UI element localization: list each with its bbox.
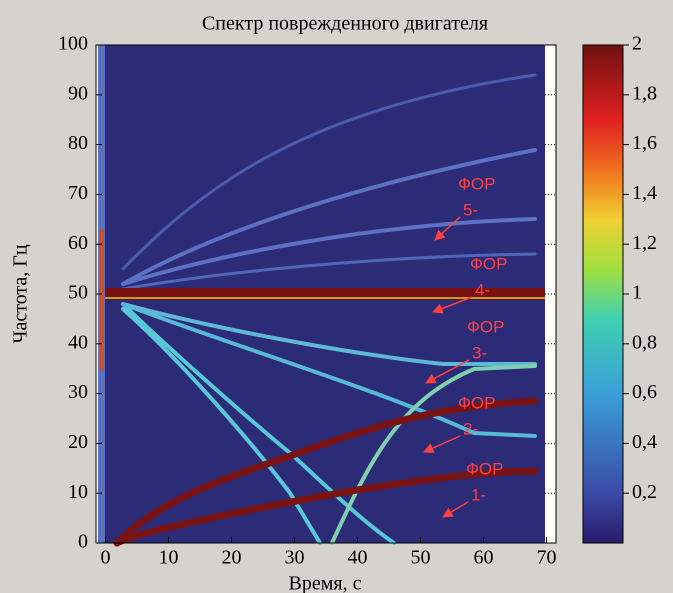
x-tick-label: 0 bbox=[100, 547, 110, 569]
x-tick-label: 10 bbox=[158, 547, 178, 569]
x-axis-label: Время, с bbox=[289, 573, 362, 593]
annotation: ФОР bbox=[470, 254, 508, 273]
colorbar-tick-label: 0,6 bbox=[632, 381, 657, 403]
y-axis-label: Частота, Гц bbox=[10, 244, 32, 343]
y-tick-label: 10 bbox=[68, 481, 88, 503]
annotation-arrow bbox=[432, 296, 473, 314]
harmonic bbox=[123, 150, 535, 284]
colorbar-tick-label: 2 bbox=[632, 33, 642, 55]
annotation-arrow bbox=[434, 216, 461, 241]
annotation-arrow bbox=[425, 359, 470, 384]
annotation: ФОР bbox=[466, 459, 504, 478]
supply-band bbox=[98, 288, 545, 300]
annotation: 1- bbox=[471, 485, 486, 504]
colorbar-tick-label: 1,2 bbox=[632, 232, 657, 254]
harmonic bbox=[332, 366, 535, 543]
annotation: 2- bbox=[463, 419, 478, 438]
colorbar-tick-label: 0,4 bbox=[632, 431, 657, 453]
annotation: ФОР bbox=[467, 317, 505, 336]
spectrum-lines bbox=[98, 45, 545, 543]
harmonic bbox=[123, 75, 535, 269]
colorbar bbox=[582, 44, 624, 544]
y-tick-label: 80 bbox=[68, 132, 88, 154]
annotation: 5- bbox=[463, 200, 478, 219]
harmonic bbox=[123, 219, 535, 284]
annotation-arrow bbox=[423, 435, 461, 453]
colorbar-tick-label: 1,8 bbox=[632, 82, 657, 104]
x-tick-label: 60 bbox=[474, 547, 494, 569]
x-tick-label: 40 bbox=[348, 547, 368, 569]
colorbar-tick-label: 1 bbox=[632, 282, 642, 304]
y-tick-label: 100 bbox=[58, 33, 88, 55]
chart-title: Спектр поврежденного двигателя bbox=[202, 13, 488, 35]
y-tick-label: 0 bbox=[78, 531, 88, 553]
x-tick-label: 50 bbox=[411, 547, 431, 569]
colorbar-tick-label: 0,8 bbox=[632, 331, 657, 353]
colorbar-tick-label: 1,6 bbox=[632, 132, 657, 154]
y-tick-label: 20 bbox=[68, 431, 88, 453]
y-tick-label: 90 bbox=[68, 82, 88, 104]
y-tick-label: 60 bbox=[68, 232, 88, 254]
annotation: 3- bbox=[472, 343, 487, 362]
annotation-arrow bbox=[442, 501, 469, 518]
harmonic bbox=[123, 304, 535, 364]
annotation: ФОР bbox=[458, 393, 496, 412]
colorbar-tick-label: 0,2 bbox=[632, 481, 657, 503]
fault-line bbox=[117, 401, 535, 543]
y-tick-label: 30 bbox=[68, 381, 88, 403]
y-tick-label: 40 bbox=[68, 331, 88, 353]
start-line bbox=[99, 230, 104, 370]
annotation: 4- bbox=[475, 280, 490, 299]
y-tick-label: 70 bbox=[68, 182, 88, 204]
x-tick-label: 30 bbox=[284, 547, 304, 569]
y-tick-label: 50 bbox=[68, 282, 88, 304]
annotation: ФОР bbox=[458, 174, 496, 193]
fault-line bbox=[117, 471, 535, 543]
x-tick-label: 70 bbox=[537, 547, 557, 569]
colorbar-tick-label: 1,4 bbox=[632, 182, 657, 204]
harmonic bbox=[123, 304, 535, 436]
harmonic bbox=[123, 304, 394, 543]
harmonic bbox=[123, 309, 320, 543]
x-tick-label: 20 bbox=[221, 547, 241, 569]
harmonic bbox=[123, 254, 535, 289]
